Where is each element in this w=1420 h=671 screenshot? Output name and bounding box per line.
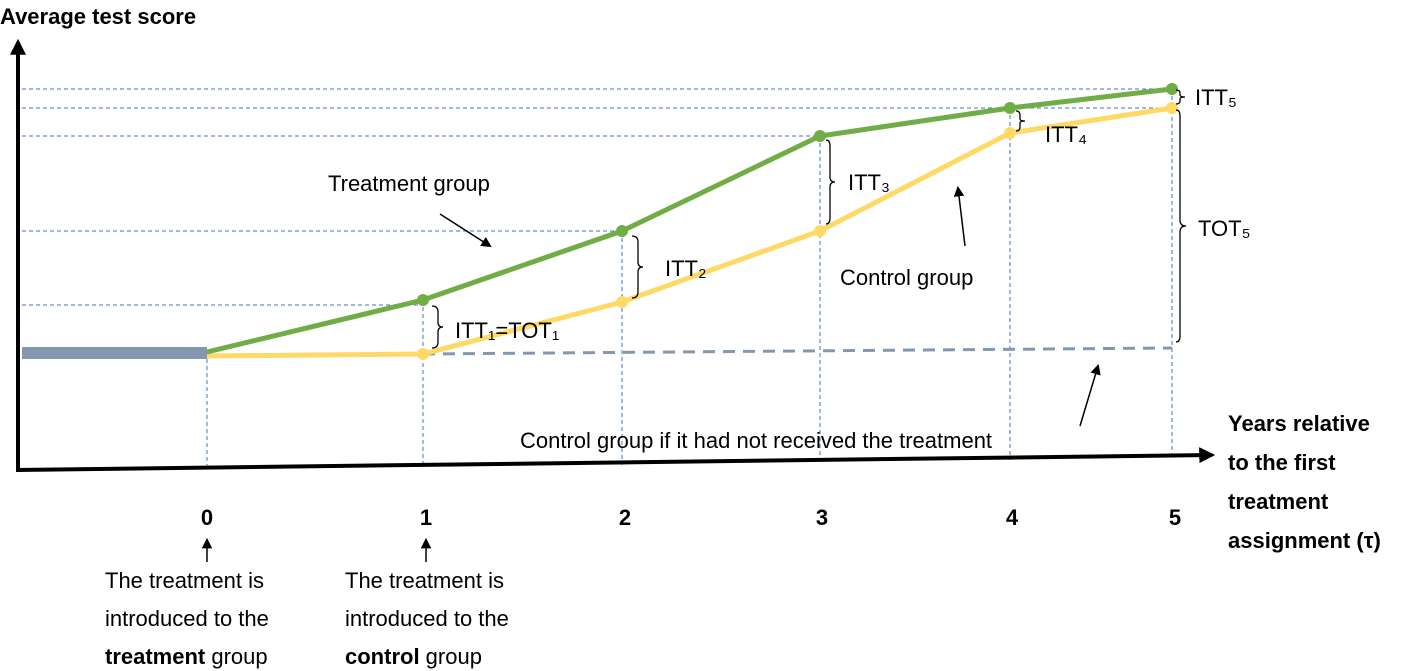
x-axis-title: Years relative <box>1228 411 1370 436</box>
effect-label: ITT₂ <box>665 256 707 281</box>
x-tick-label: 1 <box>420 505 432 530</box>
note-line: control group <box>345 644 482 669</box>
x-axis-title: assignment (τ) <box>1228 528 1381 553</box>
brackets <box>431 89 1187 349</box>
x-tick-label: 0 <box>201 505 213 530</box>
guides <box>22 88 1173 470</box>
counterfactual-label: Control group if it had not received the… <box>520 428 992 453</box>
x-axis-title: treatment <box>1228 489 1329 514</box>
effect-label: ITT₅ <box>1195 85 1237 110</box>
counterfactual-line <box>422 346 1173 356</box>
x-tick-label: 4 <box>1006 505 1019 530</box>
note-bold: control <box>345 644 420 669</box>
control-line <box>206 105 1173 359</box>
x-axis <box>15 447 1216 472</box>
effect-label: ITT₄ <box>1045 122 1087 147</box>
control-label: Control group <box>840 265 973 290</box>
note-line: The treatment is <box>105 568 264 593</box>
treatment-points <box>417 83 1178 306</box>
x-tick-label: 2 <box>619 505 631 530</box>
arrows <box>201 185 1101 562</box>
y-axis-title: Average test score <box>0 4 196 29</box>
note-line: The treatment is <box>345 568 504 593</box>
note-tail: group <box>420 644 482 669</box>
effect-label: TOT₅ <box>1198 216 1250 241</box>
note-line: introduced to the <box>105 606 269 631</box>
note-line: introduced to the <box>345 606 509 631</box>
x-tick-label: 5 <box>1169 505 1181 530</box>
x-axis-title: to the first <box>1228 450 1336 475</box>
note-tail: group <box>205 644 267 669</box>
effect-label: ITT₁=TOT₁ <box>455 318 559 343</box>
baseline-bar <box>22 347 207 359</box>
control-points <box>417 102 1178 360</box>
treatment-line <box>206 86 1173 355</box>
effect-label: ITT₃ <box>848 170 890 195</box>
note-bold: treatment <box>105 644 206 669</box>
x-tick-label: 3 <box>816 505 828 530</box>
note-line: treatment group <box>105 644 268 669</box>
treatment-label: Treatment group <box>328 171 490 196</box>
